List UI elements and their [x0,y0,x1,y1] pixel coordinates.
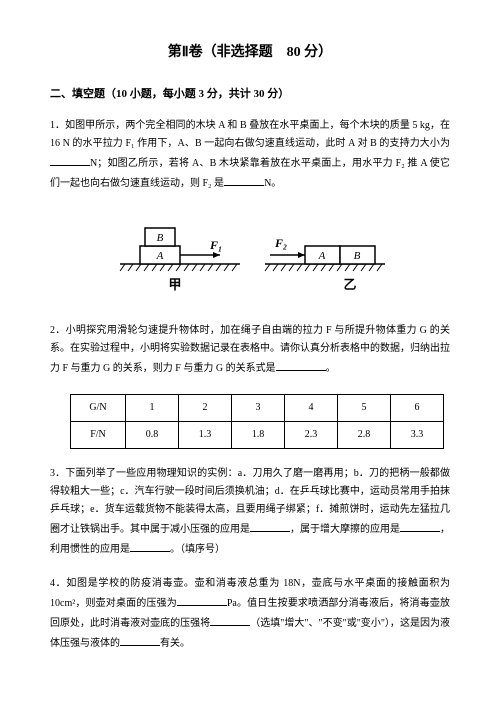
q1-blank-1 [50,153,90,166]
question-3: 3．下面列举了一些应用物理知识的实例：a．刀用久了磨一磨再用；b．刀的把柄一般都… [50,465,450,559]
table-cell: 1.3 [179,421,232,448]
q2-text-2: 。 [326,363,336,374]
table-cell: 2 [179,394,232,421]
fig-left-label: 甲 [168,277,181,292]
section-header: 二、填空题（10 小题，每小题 3 分，共计 30 分） [50,85,450,105]
q2-number: 2． [50,325,66,336]
table-cell: 2.3 [285,421,338,448]
q2-table: G/N 1 2 3 4 5 6 F/N 0.8 1.3 1.8 2.3 2.8 … [70,394,444,449]
block-b-label: B [157,232,164,244]
q1-figure: A B F₁ 甲 [50,209,450,306]
q1-diagram-svg: A B F₁ 甲 [110,209,390,299]
q3-blank-2 [400,519,440,532]
question-2: 2．小明探究用滑轮匀速提升物体时，加在绳子自由端的拉力 F 与所提升物体重力 G… [50,322,450,378]
q1-blank-2 [224,173,264,186]
table-cell: 1 [126,394,179,421]
page-title: 第Ⅱ卷（非选择题 80 分） [50,40,450,65]
table-cell: 4 [285,394,338,421]
table-row: F/N 0.8 1.3 1.8 2.3 2.8 3.3 [71,421,444,448]
block-b-right: B [354,250,361,262]
table-header-f: F/N [71,421,126,448]
q3-number: 3． [50,468,65,479]
table-cell: 0.8 [126,421,179,448]
q4-blank-2 [210,613,250,626]
q4-blank-1 [177,593,227,606]
q1-number: 1． [50,120,65,131]
q2-blank [276,358,326,371]
table-cell: 3 [232,394,285,421]
question-1: 1．如图甲所示，两个完全相同的木块 A 和 B 叠放在水平桌面上，每个木块的质量… [50,117,450,193]
table-cell: 1.8 [232,421,285,448]
force-f1-label: F₁ [209,238,222,252]
table-cell: 6 [391,394,444,421]
q3-blank-3 [130,539,170,552]
q3-text-4: 。（填序号） [170,544,225,555]
q2-text-1: 小明探究用滑轮匀速提升物体时，加在绳子自由端的拉力 F 与所提升物体重力 G 的… [50,325,450,374]
table-cell: 2.8 [338,421,391,448]
q4-blank-3 [120,633,160,646]
q4-text-4: 有关。 [160,638,190,649]
table-row: G/N 1 2 3 4 5 6 [71,394,444,421]
block-a-right: A [318,250,326,262]
question-4: 4．如图是学校的防疫消毒壶。壶和消毒液总重为 18N，壶底与水平桌面的接触面积为… [50,575,450,653]
block-a-label: A [156,250,164,262]
table-cell: 3.3 [391,421,444,448]
force-f2-label: F₂ [274,236,287,250]
q1-text-3: N。 [264,178,281,189]
q1-text-1: 如图甲所示，两个完全相同的木块 A 和 B 叠放在水平桌面上，每个木块的质量 5… [50,120,450,149]
table-cell: 5 [338,394,391,421]
fig-right-label: 乙 [343,277,356,292]
table-header-g: G/N [71,394,126,421]
q3-blank-1 [250,519,290,532]
q4-number: 4． [50,578,66,589]
q3-text-2: ，属于增大摩擦的应用是 [290,524,400,535]
